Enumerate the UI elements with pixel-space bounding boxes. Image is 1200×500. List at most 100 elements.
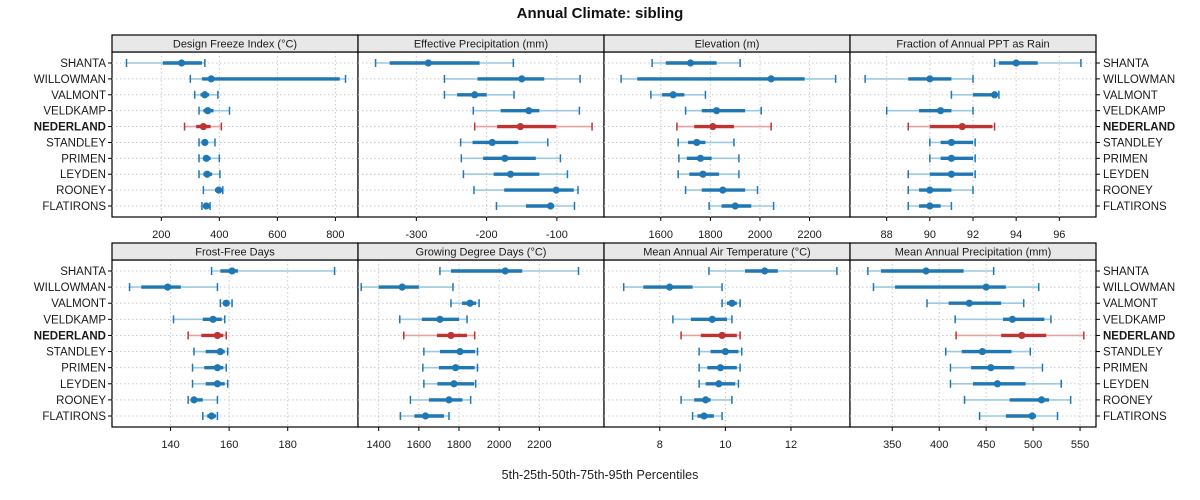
- site-label-left-rooney: ROONEY: [56, 395, 106, 407]
- series-nederland: [183, 122, 223, 131]
- series-nederland: [473, 122, 593, 131]
- median-dot: [421, 412, 430, 420]
- series-standley: [677, 138, 735, 147]
- median-dot: [718, 331, 726, 340]
- median-dot: [712, 107, 721, 115]
- median-dot: [456, 347, 464, 356]
- median-dot: [466, 299, 474, 307]
- site-label-left-valmont: VALMONT: [51, 298, 106, 310]
- series-nederland: [955, 331, 1085, 340]
- median-dot: [699, 170, 707, 178]
- series-shanta: [708, 267, 838, 275]
- series-nederland: [403, 331, 476, 340]
- axis-tick-label: 94: [1010, 229, 1022, 241]
- median-dot: [947, 138, 956, 147]
- series-shanta: [439, 267, 580, 275]
- site-label-right-valmont: VALMONT: [1103, 90, 1158, 102]
- median-dot: [1028, 412, 1036, 420]
- median-dot: [958, 122, 966, 131]
- site-label-left-flatirons: FLATIRONS: [42, 411, 106, 423]
- site-label-right-primen: PRIMEN: [1103, 363, 1148, 375]
- series-shanta: [867, 267, 995, 275]
- series-flatirons: [691, 412, 723, 420]
- series-leyden: [949, 379, 1063, 388]
- series-flatirons: [201, 202, 211, 210]
- median-dot: [516, 122, 524, 131]
- axis-tick-label: 450: [977, 439, 995, 451]
- median-dot: [203, 170, 211, 178]
- median-dot: [926, 186, 934, 194]
- site-label-left-nederland: NEDERLAND: [34, 330, 106, 342]
- median-dot: [1008, 315, 1017, 323]
- series-veldkamp: [399, 315, 468, 324]
- series-veldkamp: [954, 315, 1052, 324]
- series-standley: [198, 138, 216, 147]
- site-label-right-leyden: LEYDEN: [1103, 169, 1149, 181]
- median-dot: [546, 202, 555, 210]
- site-label-right-willowman: WILLOWMAN: [1103, 282, 1175, 294]
- site-label-right-primen: PRIMEN: [1103, 153, 1148, 165]
- median-dot: [993, 380, 1002, 388]
- axis-tick-label: -300: [405, 229, 427, 241]
- site-label-right-shanta: SHANTA: [1103, 58, 1149, 70]
- series-leyden: [191, 379, 229, 388]
- panel-1-0: Frost-Free Days 140 160 180: [111, 242, 359, 451]
- series-primen: [198, 154, 221, 163]
- series-primen: [929, 154, 976, 163]
- series-flatirons: [399, 412, 450, 420]
- series-standley: [945, 347, 1032, 356]
- median-dot: [947, 170, 956, 178]
- median-dot: [731, 202, 739, 210]
- axis-tick-label: 140: [161, 439, 179, 451]
- median-dot: [982, 283, 990, 291]
- site-label-right-standley: STANDLEY: [1103, 347, 1163, 359]
- site-label-left-standley: STANDLEY: [46, 347, 106, 359]
- series-standley: [193, 347, 229, 356]
- axis-tick-label: 200: [152, 229, 170, 241]
- series-leyden: [462, 170, 569, 179]
- median-dot: [178, 59, 186, 67]
- series-valmont: [219, 299, 233, 308]
- site-label-right-standley: STANDLEY: [1103, 137, 1163, 149]
- series-shanta: [125, 59, 206, 67]
- median-dot: [501, 154, 509, 162]
- series-willowman: [128, 283, 219, 292]
- axis-tick-label: 96: [1053, 229, 1065, 241]
- panel-header-label: Mean Annual Air Temperature (°C): [643, 247, 810, 259]
- axis-tick-label: 400: [210, 229, 228, 241]
- series-shanta: [210, 267, 336, 275]
- median-dot: [926, 75, 934, 83]
- site-label-left-primen: PRIMEN: [61, 363, 106, 375]
- site-label-left-primen: PRIMEN: [61, 153, 106, 165]
- series-willowman: [622, 283, 723, 292]
- median-dot: [922, 267, 930, 275]
- axis-tick-label: 350: [883, 439, 901, 451]
- series-valmont: [721, 299, 741, 308]
- series-valmont: [450, 299, 480, 308]
- axis-tick-label: 8: [657, 439, 663, 451]
- series-shanta: [374, 59, 515, 67]
- median-dot: [445, 396, 453, 404]
- panel-header: [849, 242, 1097, 261]
- median-dot: [715, 380, 723, 388]
- axis-tick-label: 1600: [649, 229, 673, 241]
- median-dot: [947, 154, 956, 162]
- median-dot: [518, 75, 526, 83]
- series-primen: [422, 363, 479, 372]
- site-label-left-willowman: WILLOWMAN: [34, 282, 106, 294]
- median-dot: [471, 91, 479, 99]
- axis-tick-label: 88: [881, 229, 893, 241]
- series-veldkamp: [672, 315, 733, 324]
- axis-tick-label: 1600: [407, 439, 431, 451]
- panel-header-label: Fraction of Annual PPT as Rain: [896, 39, 1049, 51]
- series-veldkamp: [172, 315, 226, 324]
- series-valmont: [650, 90, 707, 99]
- axis-tick-label: 10: [719, 439, 731, 451]
- median-dot: [696, 154, 705, 162]
- axis-tick-label: 2200: [527, 439, 551, 451]
- panel-0-0: Design Freeze Index (°C) 200 400 600 800: [111, 34, 359, 241]
- median-dot: [190, 396, 198, 404]
- axis-tick-label: 90: [924, 229, 936, 241]
- site-label-right-rooney: ROONEY: [1103, 185, 1153, 197]
